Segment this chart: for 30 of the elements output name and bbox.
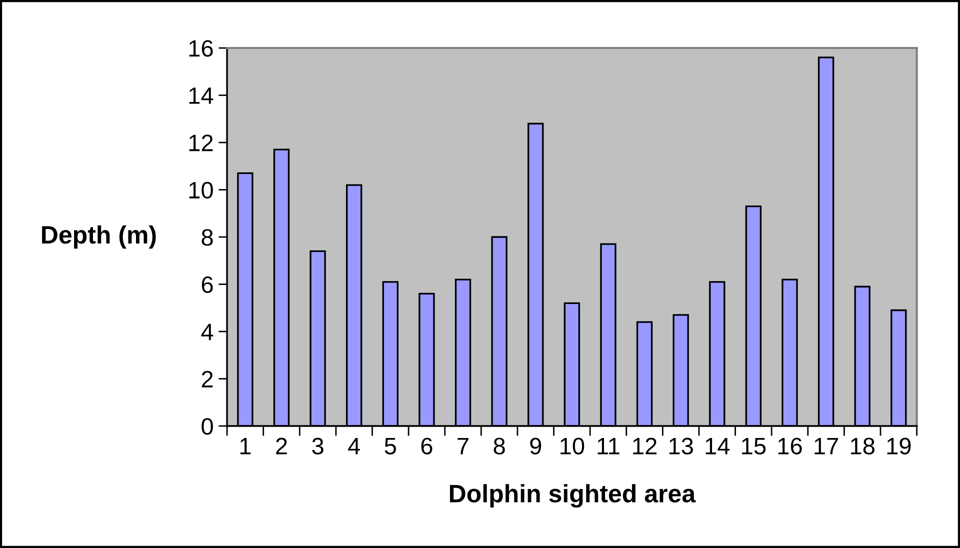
x-tick-label: 13	[670, 438, 693, 454]
y-tick-label: 2	[202, 370, 213, 388]
y-tick-label: 16	[189, 40, 213, 57]
y-tick-label: 6	[202, 276, 213, 294]
x-tick-label: 10	[560, 438, 584, 454]
x-tick-label: 17	[814, 438, 838, 454]
x-tick-label: 11	[598, 438, 620, 454]
y-tick-label: 8	[202, 229, 213, 246]
x-tick-label: 12	[633, 438, 656, 454]
x-tick-label: 14	[706, 438, 730, 454]
y-tick-label: 14	[189, 88, 214, 104]
x-tick-label: 7	[458, 438, 468, 454]
x-tick-label: 9	[530, 438, 542, 454]
x-tick-label: 8	[494, 438, 505, 454]
x-tick-label: 18	[851, 438, 874, 454]
x-tick-label: 1	[240, 438, 251, 454]
y-tick-label: 4	[201, 324, 214, 340]
x-tick-label: 4	[348, 438, 360, 454]
x-tick-label: 6	[421, 438, 432, 454]
x-tick-label: 5	[384, 438, 396, 454]
x-tick-label: 3	[312, 438, 324, 454]
y-tick-label: 12	[189, 134, 213, 152]
y-tick-label: 10	[189, 182, 213, 199]
x-tick-label: 19	[887, 438, 911, 454]
x-tick-label: 15	[742, 438, 766, 454]
x-axis-title: Dolphin sighted area	[450, 484, 696, 508]
x-tick-label: 2	[276, 438, 287, 454]
y-tick-label: 0	[202, 418, 213, 435]
x-tick-label: 16	[778, 438, 802, 454]
y-axis-title: Depth (m)	[42, 225, 156, 249]
